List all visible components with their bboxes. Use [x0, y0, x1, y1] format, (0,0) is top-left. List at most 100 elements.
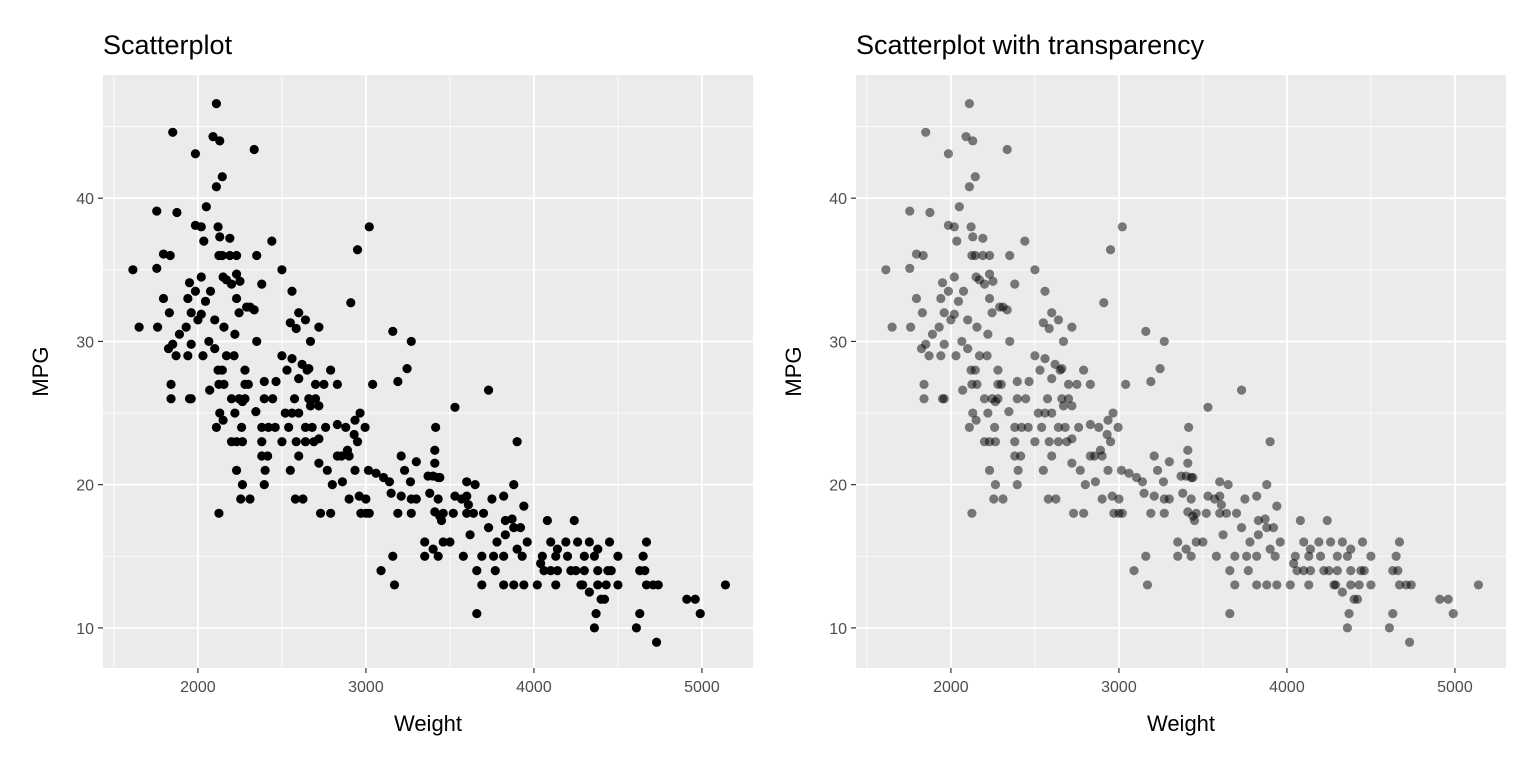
data-point: [971, 415, 981, 425]
data-point: [1055, 365, 1065, 375]
data-point: [285, 318, 295, 328]
data-point: [953, 296, 964, 306]
data-point: [1010, 279, 1020, 289]
data-point: [165, 250, 175, 261]
panel-2: 2000 3000 4000 5000 10 20 30 40 Scatterplot with…: [781, 30, 1506, 736]
data-point: [561, 537, 571, 547]
data-point: [551, 551, 561, 561]
data-point: [1099, 298, 1109, 308]
data-point: [1023, 422, 1033, 432]
data-point: [1053, 315, 1064, 325]
data-point: [234, 308, 244, 318]
data-point: [298, 494, 308, 504]
data-point: [1149, 451, 1159, 461]
data-point: [326, 365, 336, 375]
data-point: [431, 422, 441, 432]
data-point: [208, 131, 218, 142]
data-point: [979, 279, 990, 289]
data-point: [259, 376, 269, 387]
data-point: [911, 293, 922, 304]
data-point: [641, 537, 652, 547]
data-point: [1186, 472, 1196, 483]
data-point: [211, 182, 222, 192]
data-point: [984, 465, 995, 475]
data-point: [1159, 508, 1169, 518]
data-point: [919, 394, 929, 404]
data-point: [927, 329, 938, 339]
data-point: [215, 136, 225, 146]
data-point: [1067, 401, 1077, 411]
data-point: [968, 408, 978, 418]
data-point: [1215, 477, 1225, 487]
data-point: [1051, 494, 1061, 504]
data-point: [984, 293, 995, 304]
data-point: [499, 551, 509, 561]
data-point: [1260, 514, 1270, 524]
data-point: [1305, 565, 1316, 576]
data-point: [946, 315, 956, 325]
data-point: [1406, 580, 1416, 590]
data-point: [924, 351, 934, 361]
data-point: [384, 477, 395, 487]
data-point: [990, 480, 1001, 490]
data-point: [200, 296, 211, 306]
data-point: [641, 580, 652, 590]
data-point: [1060, 422, 1070, 432]
data-point: [205, 385, 215, 395]
data-point: [949, 272, 959, 282]
data-point: [1184, 422, 1194, 432]
data-point: [1139, 488, 1149, 498]
data-point: [245, 494, 255, 504]
data-point: [599, 594, 610, 604]
data-point: [1105, 245, 1116, 255]
data-point: [1012, 480, 1022, 490]
data-point: [1043, 494, 1053, 504]
data-point: [277, 437, 287, 447]
data-point: [970, 250, 980, 261]
data-point: [217, 365, 227, 375]
data-point: [263, 451, 273, 461]
data-point: [653, 580, 663, 590]
data-point: [934, 322, 944, 332]
plot-panel-background: [856, 75, 1506, 668]
data-point: [231, 269, 242, 279]
data-point: [905, 263, 915, 273]
data-point: [1435, 594, 1445, 604]
data-point: [499, 580, 509, 590]
data-point: [294, 451, 304, 461]
data-point: [1016, 422, 1027, 432]
data-point: [344, 451, 354, 461]
data-point: [214, 508, 224, 518]
data-point: [399, 465, 410, 475]
data-point: [1116, 465, 1127, 475]
data-point: [522, 537, 532, 547]
data-point: [1021, 394, 1031, 404]
data-point: [1137, 477, 1148, 487]
data-point: [1035, 365, 1045, 375]
data-point: [964, 182, 975, 192]
data-point: [249, 144, 259, 155]
data-point: [1155, 364, 1165, 374]
data-point: [562, 551, 573, 561]
data-point: [982, 351, 992, 361]
data-point: [190, 286, 201, 296]
data-point: [1152, 465, 1163, 475]
data-point: [1189, 515, 1200, 526]
data-point: [963, 343, 973, 354]
data-point: [1332, 565, 1342, 576]
data-point: [213, 222, 223, 232]
data-point: [252, 336, 262, 347]
data-point: [430, 445, 440, 455]
data-point: [958, 385, 968, 395]
data-point: [307, 422, 317, 432]
data-point: [500, 530, 510, 540]
data-point: [967, 508, 977, 518]
data-point: [1030, 265, 1040, 275]
data-point: [631, 623, 642, 633]
data-point: [291, 323, 301, 334]
data-point: [1270, 551, 1280, 561]
data-point: [1158, 477, 1169, 487]
data-point: [988, 276, 998, 286]
data-point: [364, 508, 374, 518]
